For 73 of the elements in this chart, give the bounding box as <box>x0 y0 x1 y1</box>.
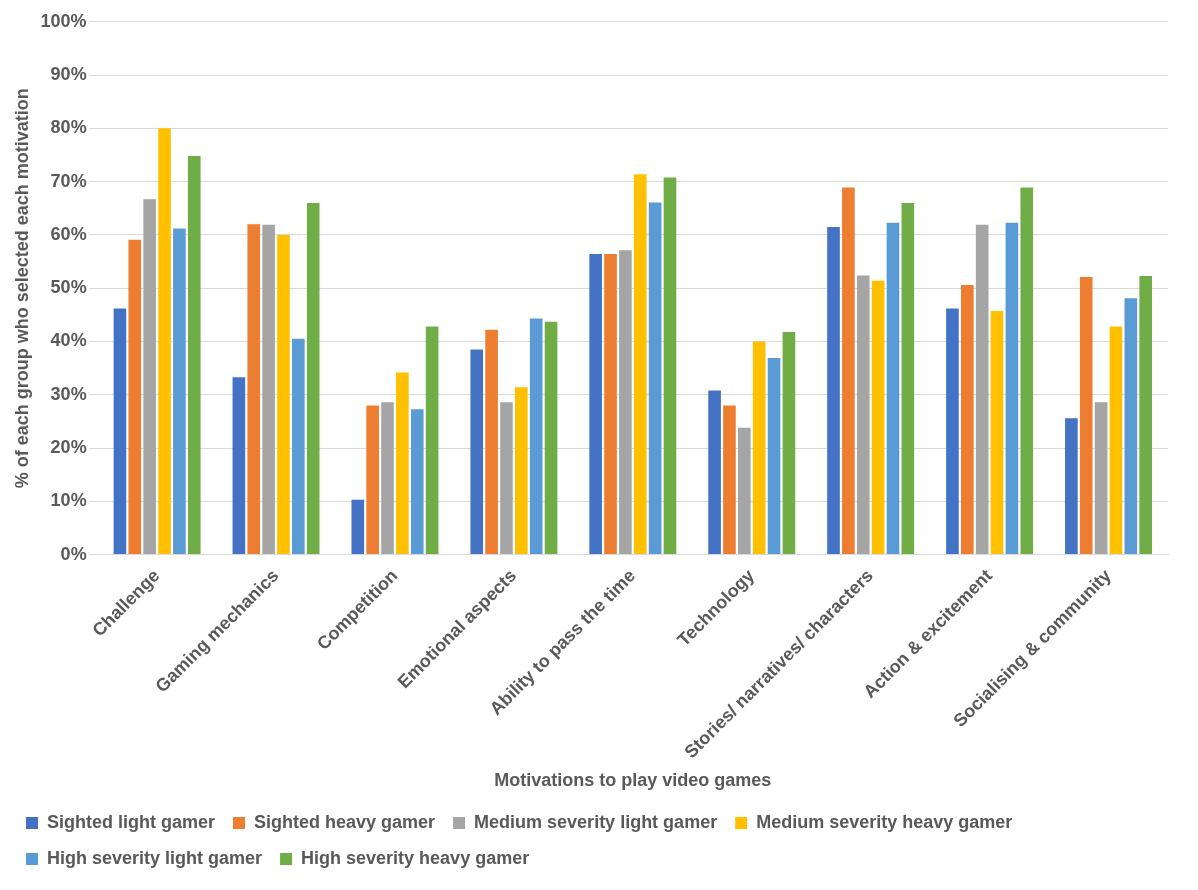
y-tick-label: 100% <box>40 10 87 31</box>
bar <box>975 224 989 555</box>
bar <box>1065 418 1078 555</box>
bar <box>856 275 870 555</box>
legend-label: Sighted heavy gamer <box>254 811 436 832</box>
bar <box>187 156 201 555</box>
bar <box>292 338 305 555</box>
bar <box>247 224 261 555</box>
bar <box>723 405 736 555</box>
bar <box>752 341 766 555</box>
y-tick-label: 0% <box>60 543 87 564</box>
bar <box>738 427 751 555</box>
x-axis-title: Motivations to play video games <box>494 770 772 791</box>
bar <box>544 321 558 555</box>
legend-label: Sighted light gamer <box>47 811 216 832</box>
bar <box>515 387 528 555</box>
y-tick-label: 90% <box>50 64 87 85</box>
y-tick-label: 40% <box>50 330 87 351</box>
bar <box>960 285 974 555</box>
bar <box>143 199 156 555</box>
bar <box>366 405 379 555</box>
bar <box>1109 326 1123 555</box>
bar <box>485 329 498 555</box>
bar <box>871 280 885 555</box>
bar <box>410 409 424 555</box>
bar <box>842 187 855 555</box>
bar <box>782 331 796 555</box>
bar <box>886 222 900 555</box>
bar <box>990 311 1004 555</box>
y-tick-label: 70% <box>50 170 87 191</box>
bar <box>708 390 721 555</box>
bar <box>425 326 439 555</box>
bar <box>173 228 186 555</box>
y-axis-title: % of each group who selected each motivation <box>11 88 32 489</box>
bar <box>1079 277 1093 555</box>
bar <box>128 239 142 555</box>
bar <box>1139 275 1153 555</box>
bar <box>262 224 275 555</box>
bar <box>396 372 409 555</box>
bar <box>306 202 320 555</box>
bar <box>277 234 290 555</box>
y-tick-label: 10% <box>50 490 87 511</box>
legend-label: High severity light gamer <box>47 847 263 868</box>
bar <box>663 177 677 555</box>
bar <box>767 357 781 555</box>
y-tick-label: 50% <box>50 277 87 298</box>
legend-label: High severity heavy gamer <box>301 847 530 868</box>
bar <box>589 254 602 555</box>
bar <box>604 254 617 555</box>
bar <box>648 202 662 555</box>
y-tick-label: 80% <box>50 117 87 138</box>
bar <box>500 402 513 555</box>
bar <box>351 499 365 555</box>
bar <box>901 202 915 555</box>
legend-label: Medium severity light gamer <box>474 811 718 832</box>
bar <box>1124 298 1138 555</box>
bar <box>232 377 246 555</box>
bar <box>381 402 394 555</box>
bar <box>1020 187 1034 555</box>
y-tick-label: 60% <box>50 223 87 244</box>
bar <box>113 308 127 555</box>
y-tick-label: 30% <box>50 383 87 404</box>
bar <box>946 308 959 555</box>
y-tick-label: 20% <box>50 437 87 457</box>
bar <box>529 318 543 555</box>
bar <box>470 349 484 555</box>
bar <box>827 226 840 555</box>
bar <box>1094 402 1108 555</box>
bar <box>1005 222 1019 555</box>
bar <box>619 250 632 555</box>
bar <box>633 174 647 555</box>
legend-label: Medium severity heavy gamer <box>756 811 1013 832</box>
bar <box>158 128 171 555</box>
